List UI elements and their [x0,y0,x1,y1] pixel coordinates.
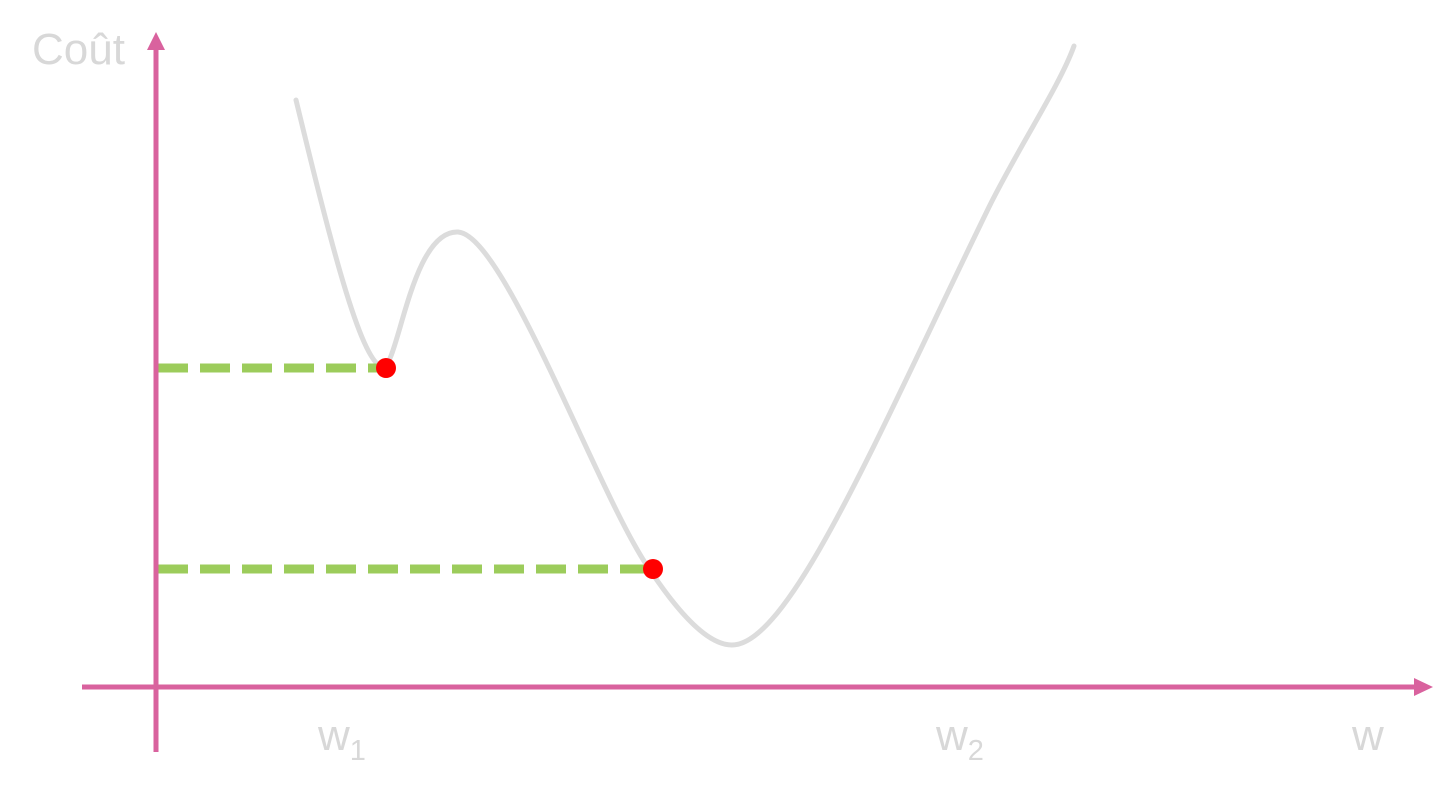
point-local-minimum [376,358,396,378]
marker-w1-subscript: 1 [350,735,366,767]
x-axis-arrowhead [1414,678,1433,696]
marker-w2: w2 [935,711,984,767]
x-axis-label: w [1351,711,1384,760]
marker-w2-subscript: 2 [968,735,984,767]
point-lower [643,559,663,579]
marker-w1-base: w [317,711,350,760]
marker-w1: w1 [317,711,366,767]
cost-curve [293,43,1077,648]
y-axis-label: Coût [32,25,125,74]
y-axis-arrowhead [147,32,165,50]
marker-w2-base: w [935,711,968,760]
